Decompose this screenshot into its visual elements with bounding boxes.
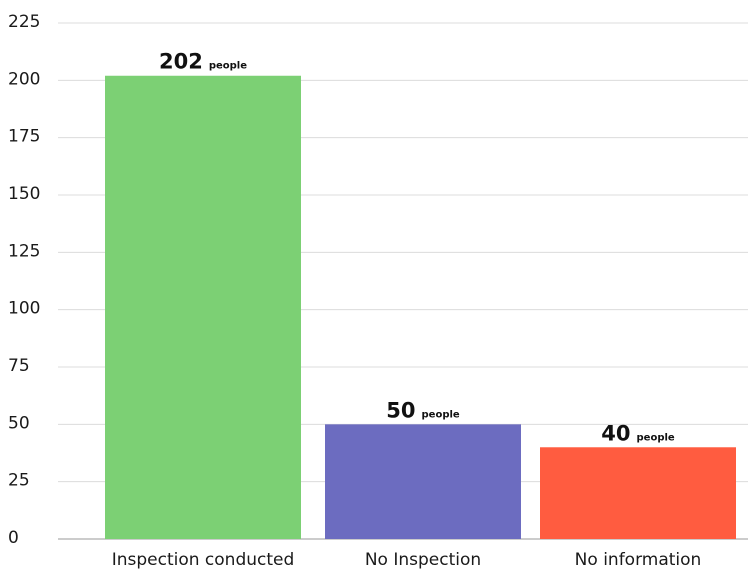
value-unit: people [422, 409, 460, 420]
bar [325, 424, 521, 539]
value-unit: people [637, 432, 675, 443]
y-tick-label: 200 [8, 69, 40, 89]
y-tick-label: 50 [8, 413, 30, 433]
value-number: 40 [601, 421, 630, 445]
y-tick-label: 0 [8, 528, 19, 548]
x-axis-categories: Inspection conducted No Inspection No info… [112, 550, 702, 569]
bar [540, 447, 736, 539]
y-tick-label: 225 [8, 12, 40, 32]
y-tick-label: 175 [8, 127, 40, 147]
value-number: 50 [386, 398, 415, 422]
value-labels: 202 people 50 people 40 people [159, 50, 675, 446]
y-tick-label: 150 [8, 184, 40, 204]
bars [105, 75, 736, 539]
x-category-label: Inspection conducted [112, 550, 295, 569]
x-category-label: No Inspection [365, 550, 481, 569]
value-label: 40 people [601, 421, 675, 445]
value-number: 202 [159, 50, 203, 74]
y-tick-label: 125 [8, 241, 40, 261]
value-label: 50 people [386, 398, 460, 422]
y-axis-ticks: 0 25 50 75 100 125 150 175 200 225 [8, 12, 40, 548]
y-tick-label: 100 [8, 299, 40, 319]
y-tick-label: 75 [8, 356, 30, 376]
x-category-label: No information [575, 550, 702, 569]
y-tick-label: 25 [8, 471, 30, 491]
value-label: 202 people [159, 50, 247, 74]
bar [105, 75, 301, 539]
value-unit: people [209, 61, 247, 72]
